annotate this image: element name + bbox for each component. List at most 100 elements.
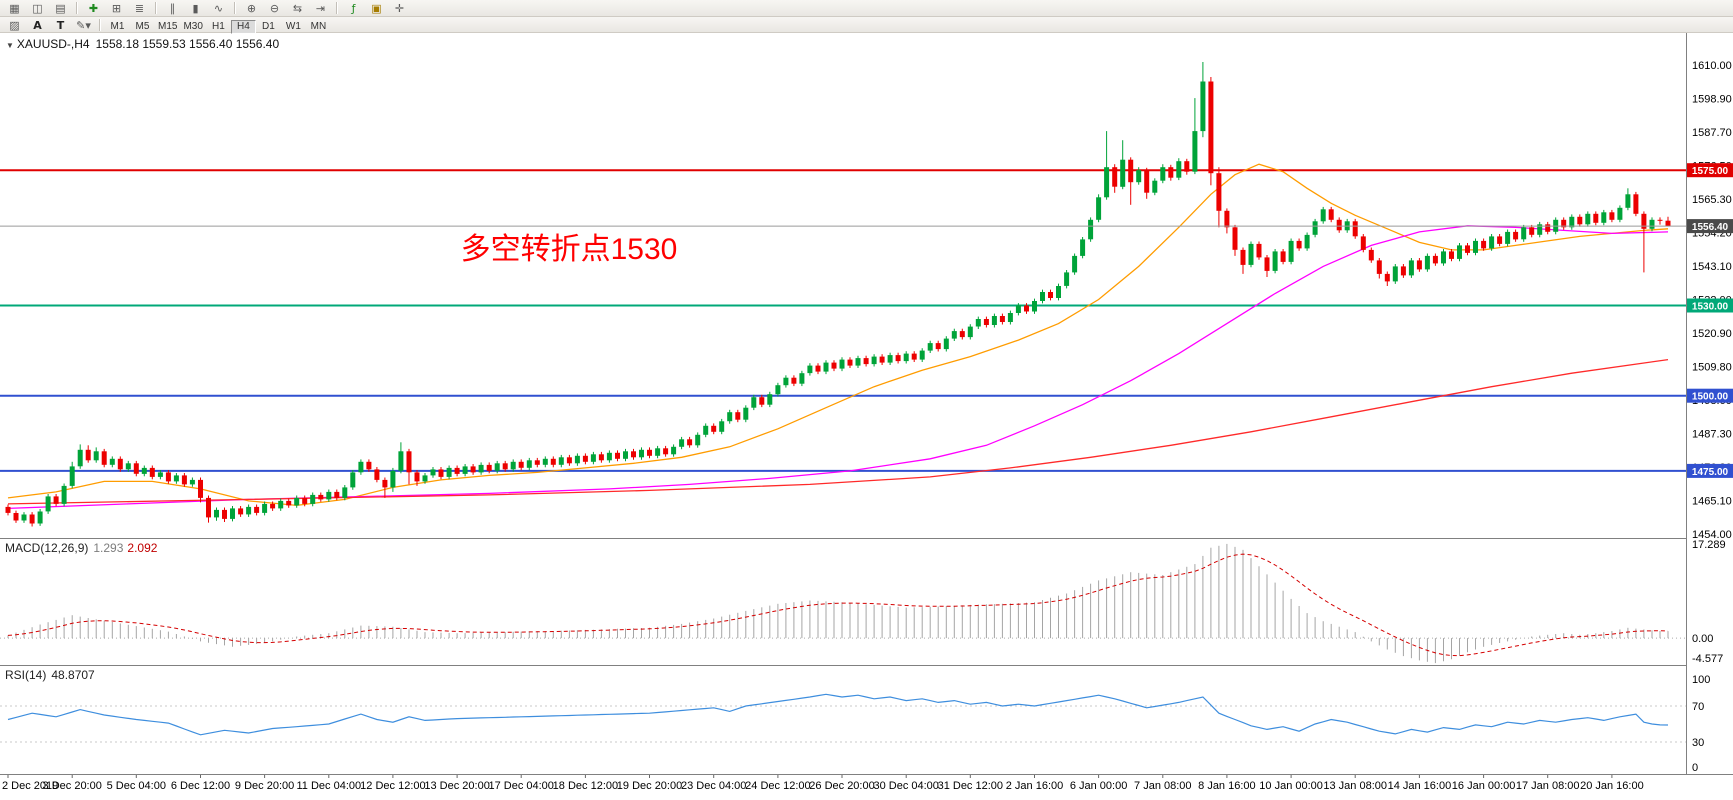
candlestick-chart-icon[interactable]: ▮ xyxy=(185,1,206,15)
time-axis-label: 24 Dec 12:00 xyxy=(745,780,810,792)
hatch-pattern-icon[interactable]: ▨ xyxy=(4,18,25,32)
rsi-label: RSI(14) 48.8707 xyxy=(5,668,95,682)
price-axis[interactable]: 100 70 30 0 xyxy=(1686,665,1733,774)
price-axis[interactable]: 1610.001598.901587.701576.501565.301554.… xyxy=(1686,33,1733,538)
chart-shift-icon[interactable]: ⇥ xyxy=(310,1,331,15)
timeframe-button-m30[interactable]: M30 xyxy=(180,20,205,34)
svg-text:1575.00: 1575.00 xyxy=(1692,166,1729,177)
timeframe-button-m5[interactable]: M5 xyxy=(130,20,155,34)
horizontal-lines xyxy=(0,169,1686,472)
time-axis-label: 8 Jan 16:00 xyxy=(1198,780,1256,792)
zoom-out-icon[interactable]: ⊖ xyxy=(264,1,285,15)
charts-grid-icon[interactable]: ▦ xyxy=(4,1,25,15)
time-axis-label: 2 Dec 2019 xyxy=(2,780,58,792)
time-axis-label: 13 Dec 20:00 xyxy=(424,780,489,792)
templates-icon[interactable]: ▣ xyxy=(366,1,387,15)
time-axis-label: 23 Dec 04:00 xyxy=(681,780,746,792)
line-tools-group: ▨ A T ✎▾ xyxy=(3,16,95,34)
time-axis-label: 30 Dec 04:00 xyxy=(873,780,938,792)
time-axis-label: 17 Dec 04:00 xyxy=(488,780,553,792)
time-axis-label: 10 Jan 00:00 xyxy=(1259,780,1323,792)
chart-profiles-icon[interactable]: ▤ xyxy=(50,1,71,15)
main-chart-panel: 多空转折点15301610.001598.901587.701576.50156… xyxy=(0,33,1733,538)
time-axis-label: 2 Jan 16:00 xyxy=(1006,780,1064,792)
price-axis-label: 1454.00 xyxy=(1692,529,1732,538)
market-watch-icon[interactable]: ⊞ xyxy=(106,1,127,15)
timeframe-button-d1[interactable]: D1 xyxy=(256,20,281,34)
rsi-value: 48.8707 xyxy=(51,668,95,682)
time-axis-label: 18 Dec 12:00 xyxy=(553,780,618,792)
timeframe-button-w1[interactable]: W1 xyxy=(281,20,306,34)
new-chart-icon[interactable]: ◫ xyxy=(27,1,48,15)
time-axis-label: 31 Dec 12:00 xyxy=(938,780,1003,792)
macd-chart[interactable]: 17.289 0.00 -4.577 xyxy=(0,538,1733,665)
ohlc-label: 1558.18 1559.53 1556.40 1556.40 xyxy=(95,37,280,51)
macd-signal-line xyxy=(7,553,1669,657)
timeframe-button-mn[interactable]: MN xyxy=(306,20,331,34)
toolbar-main: ▦ ◫ ▤ ✚ ⊞ ≣ ∥ ▮ ∿ ⊕ ⊖ ⇆ ⇥ ƒ ▣ ✛ xyxy=(0,0,1733,17)
timeframe-button-h1[interactable]: H1 xyxy=(206,20,231,34)
price-axis-label: 1465.10 xyxy=(1692,496,1732,508)
time-axis-label: 12 Dec 12:00 xyxy=(360,780,425,792)
svg-text:1475.00: 1475.00 xyxy=(1692,467,1729,478)
line-chart-icon[interactable]: ∿ xyxy=(208,1,229,15)
toolbar-separator xyxy=(234,2,236,14)
rsi-name: RSI(14) xyxy=(5,668,47,682)
draw-tools-dropdown[interactable]: ✎▾ xyxy=(73,18,94,32)
toolbar-separator xyxy=(99,18,101,31)
time-axis-label: 19 Dec 20:00 xyxy=(617,780,682,792)
price-axis-label: 1565.30 xyxy=(1692,194,1732,206)
data-window-icon[interactable]: ≣ xyxy=(129,1,150,15)
price-badge xyxy=(1687,163,1733,178)
price-axis-label: 1487.30 xyxy=(1692,429,1732,441)
auto-scroll-icon[interactable]: ⇆ xyxy=(287,1,308,15)
annotation-text[interactable]: 多空转折点1530 xyxy=(461,233,678,266)
timeframes-group: M1 M5 M15 M30 H1 H4 D1 W1 MN xyxy=(105,16,331,34)
price-badge xyxy=(1687,388,1733,403)
toolbar-separator xyxy=(76,2,78,14)
crosshair-icon[interactable]: ✛ xyxy=(389,1,410,15)
text-tool-button[interactable]: A xyxy=(27,18,48,32)
new-order-icon[interactable]: ✚ xyxy=(83,1,104,15)
price-badge xyxy=(1687,298,1733,313)
macd-histogram xyxy=(7,543,1669,664)
time-axis-label: 13 Jan 08:00 xyxy=(1323,780,1387,792)
toolbar-tools: ▨ A T ✎▾ M1 M5 M15 M30 H1 H4 D1 W1 MN xyxy=(0,16,1733,34)
price-axis[interactable]: 17.289 0.00 -4.577 xyxy=(1686,538,1733,665)
timeframe-button-h4[interactable]: H4 xyxy=(230,19,256,34)
time-axis-label: 16 Jan 00:00 xyxy=(1452,780,1516,792)
indicators-icon[interactable]: ƒ xyxy=(343,1,364,15)
price-axis-label: 1520.90 xyxy=(1692,328,1732,340)
zoom-in-icon[interactable]: ⊕ xyxy=(241,1,262,15)
time-axis[interactable]: 2 Dec 2019 3 Dec 20:00 5 Dec 04:00 6 Dec 12… xyxy=(0,774,1733,795)
timeframe-button-m15[interactable]: M15 xyxy=(155,20,180,34)
ma-fast-line xyxy=(7,163,1669,507)
svg-text:1530.00: 1530.00 xyxy=(1692,302,1729,313)
rsi-axis-label: 30 xyxy=(1692,737,1704,749)
text-label-tool-button[interactable]: T xyxy=(50,18,71,32)
toolbar-separator xyxy=(155,2,157,14)
time-axis-label: 3 Dec 20:00 xyxy=(43,780,102,792)
timeframe-button-m1[interactable]: M1 xyxy=(105,20,130,34)
main-chart[interactable]: 多空转折点15301610.001598.901587.701576.50156… xyxy=(0,33,1733,538)
time-axis-label: 11 Dec 04:00 xyxy=(296,780,361,792)
price-axis-label: 1598.90 xyxy=(1692,94,1732,106)
bar-chart-icon[interactable]: ∥ xyxy=(162,1,183,15)
time-axis-label: 17 Jan 08:00 xyxy=(1516,780,1580,792)
macd-value: 1.293 xyxy=(93,541,124,555)
price-axis-label: 1587.70 xyxy=(1692,127,1732,139)
time-axis-label: 20 Jan 16:00 xyxy=(1580,780,1644,792)
time-axis-label: 26 Dec 20:00 xyxy=(809,780,874,792)
macd-panel: 17.289 0.00 -4.577 MACD(12,26,9) 1.293 2.092 xyxy=(0,538,1733,665)
chart-context-arrow[interactable]: ▼ xyxy=(6,41,14,50)
rsi-line xyxy=(7,693,1669,736)
rsi-chart[interactable]: 100 70 30 0 xyxy=(0,665,1733,774)
rsi-axis-label: 70 xyxy=(1692,701,1704,713)
time-axis-label: 6 Jan 00:00 xyxy=(1070,780,1128,792)
macd-name: MACD(12,26,9) xyxy=(5,541,89,555)
time-axis-label: 14 Jan 16:00 xyxy=(1388,780,1452,792)
macd-axis-label: -4.577 xyxy=(1692,653,1723,665)
macd-signal-value: 2.092 xyxy=(127,541,158,555)
